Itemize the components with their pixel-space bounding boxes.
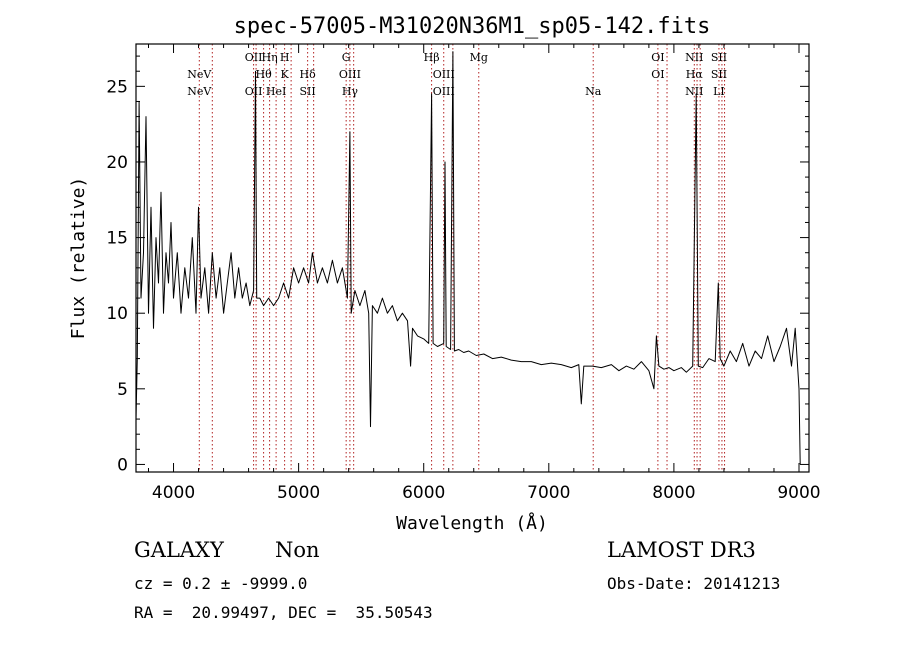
x-axis: 4000 5000 6000 7000 8000 9000 (148, 44, 821, 503)
line-marker-label: SII (711, 51, 727, 64)
line-marker-label: NII (685, 51, 703, 64)
line-marker-label: Hθ (255, 68, 272, 81)
line-marker-label: OII (245, 85, 263, 98)
line-marker-label: Na (585, 85, 602, 98)
x-tick-label: 5000 (277, 483, 320, 503)
line-marker-label: G (342, 51, 351, 64)
line-marker-label: Hα (686, 68, 704, 81)
marker-label-layer: NeV NeV OII OII Hθ Hη HeI HK Hδ SII G OIII Hγ Hβ OIII O… (187, 51, 727, 98)
line-marker-label: OIII (433, 68, 455, 81)
line-marker-label: OII (245, 51, 263, 64)
y-tick-label: 15 (106, 229, 128, 249)
line-marker-label: Hη (262, 51, 278, 64)
line-marker-label: Hδ (300, 68, 317, 81)
line-marker-label: Hγ (342, 85, 359, 98)
series-layer (135, 51, 801, 465)
line-marker-label: LI (713, 85, 725, 98)
line-marker-label: NeV (187, 85, 212, 98)
line-marker-label: NII (685, 85, 703, 98)
spectrum-line (135, 51, 801, 465)
y-tick-label: 5 (117, 380, 128, 400)
y-axis: 0 5 10 15 20 25 (106, 55, 809, 475)
line-marker-label: H (280, 51, 290, 64)
x-axis-label: Wavelength (Å) (396, 512, 548, 534)
x-tick-label: 4000 (152, 483, 195, 503)
line-marker-label: SII (711, 68, 727, 81)
x-tick-label: 6000 (402, 483, 445, 503)
object-subclass: Non (275, 538, 320, 562)
x-tick-label: 7000 (527, 483, 570, 503)
plot-frame (135, 43, 810, 473)
line-marker-label: OIII (339, 68, 361, 81)
line-marker-label: OI (651, 68, 664, 81)
line-marker-label: NeV (187, 68, 212, 81)
y-tick-label: 0 (117, 455, 128, 475)
line-marker-label: Mg (470, 51, 488, 64)
object-class: GALAXY (134, 538, 224, 562)
line-marker-label: K (281, 68, 290, 81)
y-tick-label: 10 (106, 304, 128, 324)
line-marker-label: HeI (266, 85, 286, 98)
line-marker-label: Hβ (424, 51, 440, 64)
line-marker-layer (198, 44, 726, 472)
chart-title: spec-57005-M31020N36M1_sp05-142.fits (234, 14, 711, 39)
redshift-cz: cz = 0.2 ± -9999.0 (134, 574, 308, 593)
x-tick-label: 9000 (777, 483, 820, 503)
observation-date: Obs-Date: 20141213 (607, 574, 781, 593)
coordinates: RA = 20.99497, DEC = 35.50543 (134, 603, 433, 622)
x-tick-label: 8000 (652, 483, 695, 503)
line-marker-label: SII (300, 85, 316, 98)
y-tick-label: 25 (106, 77, 128, 97)
line-marker-label: OI (651, 51, 664, 64)
line-marker-label: OIII (433, 85, 455, 98)
y-tick-label: 20 (106, 153, 128, 173)
survey-name: LAMOST DR3 (607, 538, 756, 562)
y-axis-label: Flux (relative) (68, 177, 89, 340)
